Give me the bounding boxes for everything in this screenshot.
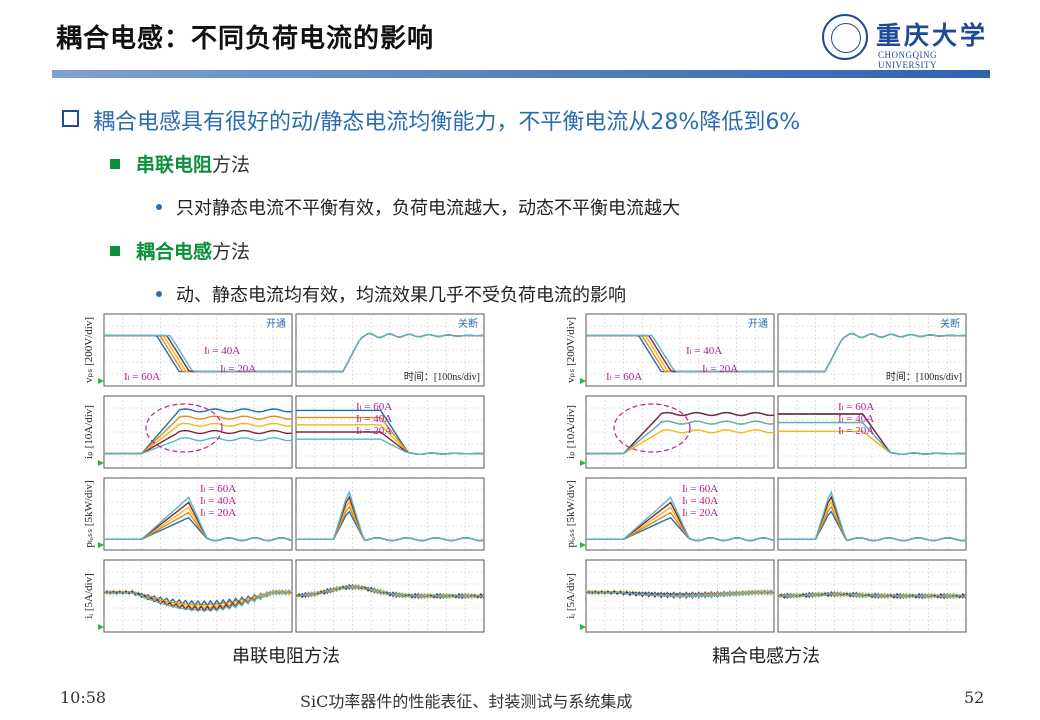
turn-on-panel xyxy=(98,395,293,469)
load-current-label: Iₗ = 40A xyxy=(682,495,718,507)
row-axis-label: iₚ [10A/div] xyxy=(83,405,95,459)
load-current-label: Iₗ = 60A xyxy=(124,371,160,383)
turn-on-label: 开通 xyxy=(266,318,286,330)
load-current-label: Iₗ = 20A xyxy=(200,507,236,519)
method2-point: 动、静态电流均有效，均流效果几乎不受负荷电流的影响 xyxy=(156,281,626,307)
highlight-ellipse xyxy=(613,403,691,453)
checkbox-bullet-icon xyxy=(62,110,79,127)
figure-caption-left: 串联电阻方法 xyxy=(232,646,340,667)
method2-bullet: 耦合电感方法 xyxy=(110,237,250,264)
square-bullet-icon xyxy=(110,159,120,169)
footer-time: 10:58 xyxy=(60,688,107,707)
main-bullet-text: 耦合电感具有很好的动/静态电流均衡能力，不平衡电流从28%降低到6% xyxy=(93,110,801,135)
dot-bullet-icon xyxy=(156,204,162,210)
method1-highlight: 串联电阻 xyxy=(136,154,213,176)
turn-off-label: 关断 xyxy=(940,317,960,330)
method1-point-text: 只对静态电流不平衡有效，负荷电流越大，动态不平衡电流越大 xyxy=(176,198,680,219)
row-axis-label: iᵢ [5A/div] xyxy=(565,573,577,619)
university-name-en: CHONGQING UNIVERSITY xyxy=(878,50,937,70)
figure-caption-right: 耦合电感方法 xyxy=(712,646,820,667)
load-current-label: Iₗ = 20A xyxy=(356,425,392,437)
time-scale-label: 时间：[100ns/div] xyxy=(886,370,962,383)
row-axis-label: pₗₒₛₛ [5kW/div] xyxy=(565,480,577,547)
turn-on-panel: 开通 Iₗ = 60A Iₗ = 40A Iₗ = 20A xyxy=(580,313,775,387)
load-current-label: Iₗ = 20A xyxy=(220,363,256,375)
turn-off-panel xyxy=(295,477,485,551)
load-current-label: Iₗ = 60A xyxy=(356,401,392,413)
load-current-label: Iₗ = 60A xyxy=(838,401,874,413)
load-current-label: Iₗ = 60A xyxy=(682,483,718,495)
row-axis-label: vₚₛ [200V/div] xyxy=(83,317,95,383)
main-bullet: 耦合电感具有很好的动/静态电流均衡能力，不平衡电流从28%降低到6% xyxy=(62,104,800,136)
turn-off-panel xyxy=(777,477,967,551)
turn-off-panel xyxy=(295,559,485,633)
method1-bullet: 串联电阻方法 xyxy=(110,150,250,177)
title-underline-bar xyxy=(52,70,990,78)
highlight-ellipse xyxy=(145,403,223,453)
load-current-label: Iₗ = 40A xyxy=(356,413,392,425)
load-current-label: Iₗ = 60A xyxy=(200,483,236,495)
method1-rest: 方法 xyxy=(212,154,251,176)
load-current-label: Iₗ = 20A xyxy=(702,363,738,375)
time-scale-label: 时间：[100ns/div] xyxy=(404,370,480,383)
row-axis-label: iₚ [10A/div] xyxy=(565,405,577,459)
coupled-inductor-figure: vₚₛ [200V/div] 开通 Iₗ = 60A Iₗ = 40A Iₗ = 20A… xyxy=(560,312,970,637)
turn-on-panel xyxy=(580,559,775,633)
method2-point-text: 动、静态电流均有效，均流效果几乎不受负荷电流的影响 xyxy=(176,285,626,306)
university-seal-icon xyxy=(822,14,868,60)
turn-off-panel xyxy=(777,559,967,633)
load-current-label: Iₗ = 40A xyxy=(204,345,240,357)
university-logo: 重庆大学 CHONGQING UNIVERSITY xyxy=(822,14,992,70)
method2-highlight: 耦合电感 xyxy=(136,241,213,263)
row-axis-label: vₚₛ [200V/div] xyxy=(565,317,577,383)
turn-on-panel: 开通 Iₗ = 60A Iₗ = 40A Iₗ = 20A xyxy=(98,313,293,387)
row-axis-label: pₗₒₛₛ [5kW/div] xyxy=(83,480,95,547)
method2-rest: 方法 xyxy=(212,241,251,263)
row-axis-label: iᵢ [5A/div] xyxy=(83,573,95,619)
load-current-label: Iₗ = 20A xyxy=(682,507,718,519)
turn-on-panel xyxy=(580,395,775,469)
turn-on-label: 开通 xyxy=(748,318,768,330)
load-current-label: Iₗ = 20A xyxy=(838,425,874,437)
footer-page-number: 52 xyxy=(964,688,985,707)
square-bullet-icon xyxy=(110,246,120,256)
load-current-label: Iₗ = 40A xyxy=(838,413,874,425)
dot-bullet-icon xyxy=(156,291,162,297)
load-current-label: Iₗ = 40A xyxy=(686,345,722,357)
load-current-label: Iₗ = 60A xyxy=(606,371,642,383)
university-name: 重庆大学 xyxy=(876,21,989,50)
footer-course: SiC功率器件的性能表征、封装测试与系统集成 xyxy=(300,692,633,711)
series-resistor-figure: vₚₛ [200V/div] 开通 Iₗ = 60A Iₗ = 40A Iₗ = 20A… xyxy=(78,312,488,637)
turn-on-panel xyxy=(98,559,293,633)
turn-off-label: 关断 xyxy=(458,317,478,330)
page-title: 耦合电感：不同负荷电流的影响 xyxy=(56,24,435,54)
load-current-label: Iₗ = 40A xyxy=(200,495,236,507)
method1-point: 只对静态电流不平衡有效，负荷电流越大，动态不平衡电流越大 xyxy=(156,194,680,220)
